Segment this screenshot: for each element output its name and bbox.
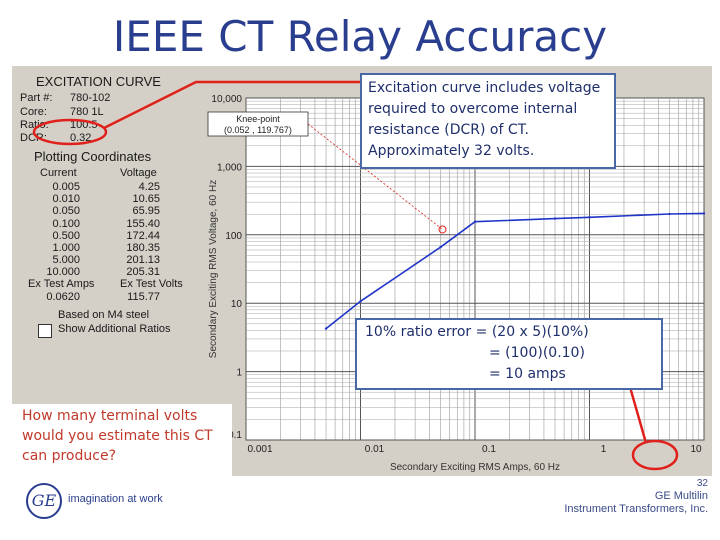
knee-point-value: (0.052 , 119.767): [224, 125, 292, 135]
y-tick-label: 100: [225, 231, 242, 242]
steel-note: Based on M4 steel: [58, 309, 150, 321]
knee-point-marker: [438, 225, 447, 234]
row-current: 0.500: [52, 229, 80, 242]
row-current: 0.100: [52, 217, 80, 230]
test-volts-label: Ex Test Volts: [120, 278, 183, 290]
x-tick-label: 0.1: [482, 444, 496, 455]
y-tick-label: 10: [231, 299, 243, 310]
row-voltage: 180.35: [126, 242, 160, 254]
x-tick-label: 0.01: [365, 444, 385, 455]
row-current: 10.000: [46, 266, 80, 279]
company-name: GE Multilin: [654, 490, 708, 502]
ratio-error-line1: 10% ratio error = (20 x 5)(10%): [365, 324, 589, 340]
dcr-callout: Excitation curve includes voltage requir…: [360, 73, 616, 169]
question-text: How many terminal volts would you estima…: [12, 404, 232, 476]
field-label-core: Core:: [20, 106, 47, 118]
company-subtitle: Instrument Transformers, Inc.: [564, 503, 708, 515]
test-volts-value: 115.77: [127, 291, 160, 303]
field-value-part: 780-102: [70, 92, 111, 104]
x-axis-label: Secondary Exciting RMS Amps, 60 Hz: [390, 462, 560, 473]
ratio-error-line3: = 10 amps: [489, 366, 566, 382]
x-tick-label: 0.001: [247, 444, 272, 455]
test-amps-label: Ex Test Amps: [28, 278, 95, 290]
row-current: 0.050: [52, 205, 80, 218]
excitation-curve-line: [325, 212, 705, 330]
x-tick-label: 10: [690, 444, 702, 455]
row-voltage: 201.13: [126, 254, 160, 267]
ratio-error-line2: = (100)(0.10): [489, 345, 585, 361]
row-current: 5.000: [52, 254, 80, 267]
knee-point-label: Knee-point: [236, 114, 280, 124]
show-ratios-checkbox[interactable]: [38, 324, 52, 338]
y-tick-label: 0.1: [228, 430, 242, 441]
ratio-error-callout: 10% ratio error = (20 x 5)(10%) = (100)(…: [355, 318, 663, 390]
row-voltage: 172.44: [126, 229, 160, 242]
test-amps-value: 0.0620: [46, 291, 80, 303]
field-value-core: 780 1L: [70, 106, 104, 118]
row-voltage: 4.25: [138, 181, 160, 193]
y-tick-label: 1: [236, 368, 242, 379]
row-voltage: 65.95: [132, 205, 160, 218]
row-voltage: 205.31: [126, 266, 160, 279]
y-tick-label: 1,000: [217, 162, 242, 173]
y-tick-label: 10,000: [211, 94, 242, 105]
page-number: 32: [696, 478, 708, 489]
row-voltage: 155.40: [126, 217, 160, 230]
row-current: 0.005: [52, 181, 80, 193]
column-current: Current: [40, 167, 77, 179]
plotting-heading: Plotting Coordinates: [34, 149, 152, 164]
column-voltage: Voltage: [120, 167, 157, 179]
knee-point-leader: [307, 123, 443, 230]
tagline: imagination at work: [68, 493, 163, 505]
show-ratios-label: Show Additional Ratios: [58, 323, 171, 335]
row-voltage: 10.65: [132, 193, 160, 206]
field-label-part: Part #:: [20, 92, 53, 104]
slide-title: IEEE CT Relay Accuracy: [112, 12, 608, 61]
ge-logo: GE: [26, 483, 62, 519]
row-current: 1.000: [52, 242, 80, 254]
y-axis-label: Secondary Exciting RMS Voltage, 60 Hz: [208, 180, 219, 358]
row-current: 0.010: [52, 193, 80, 206]
x-tick-label: 1: [601, 444, 607, 455]
